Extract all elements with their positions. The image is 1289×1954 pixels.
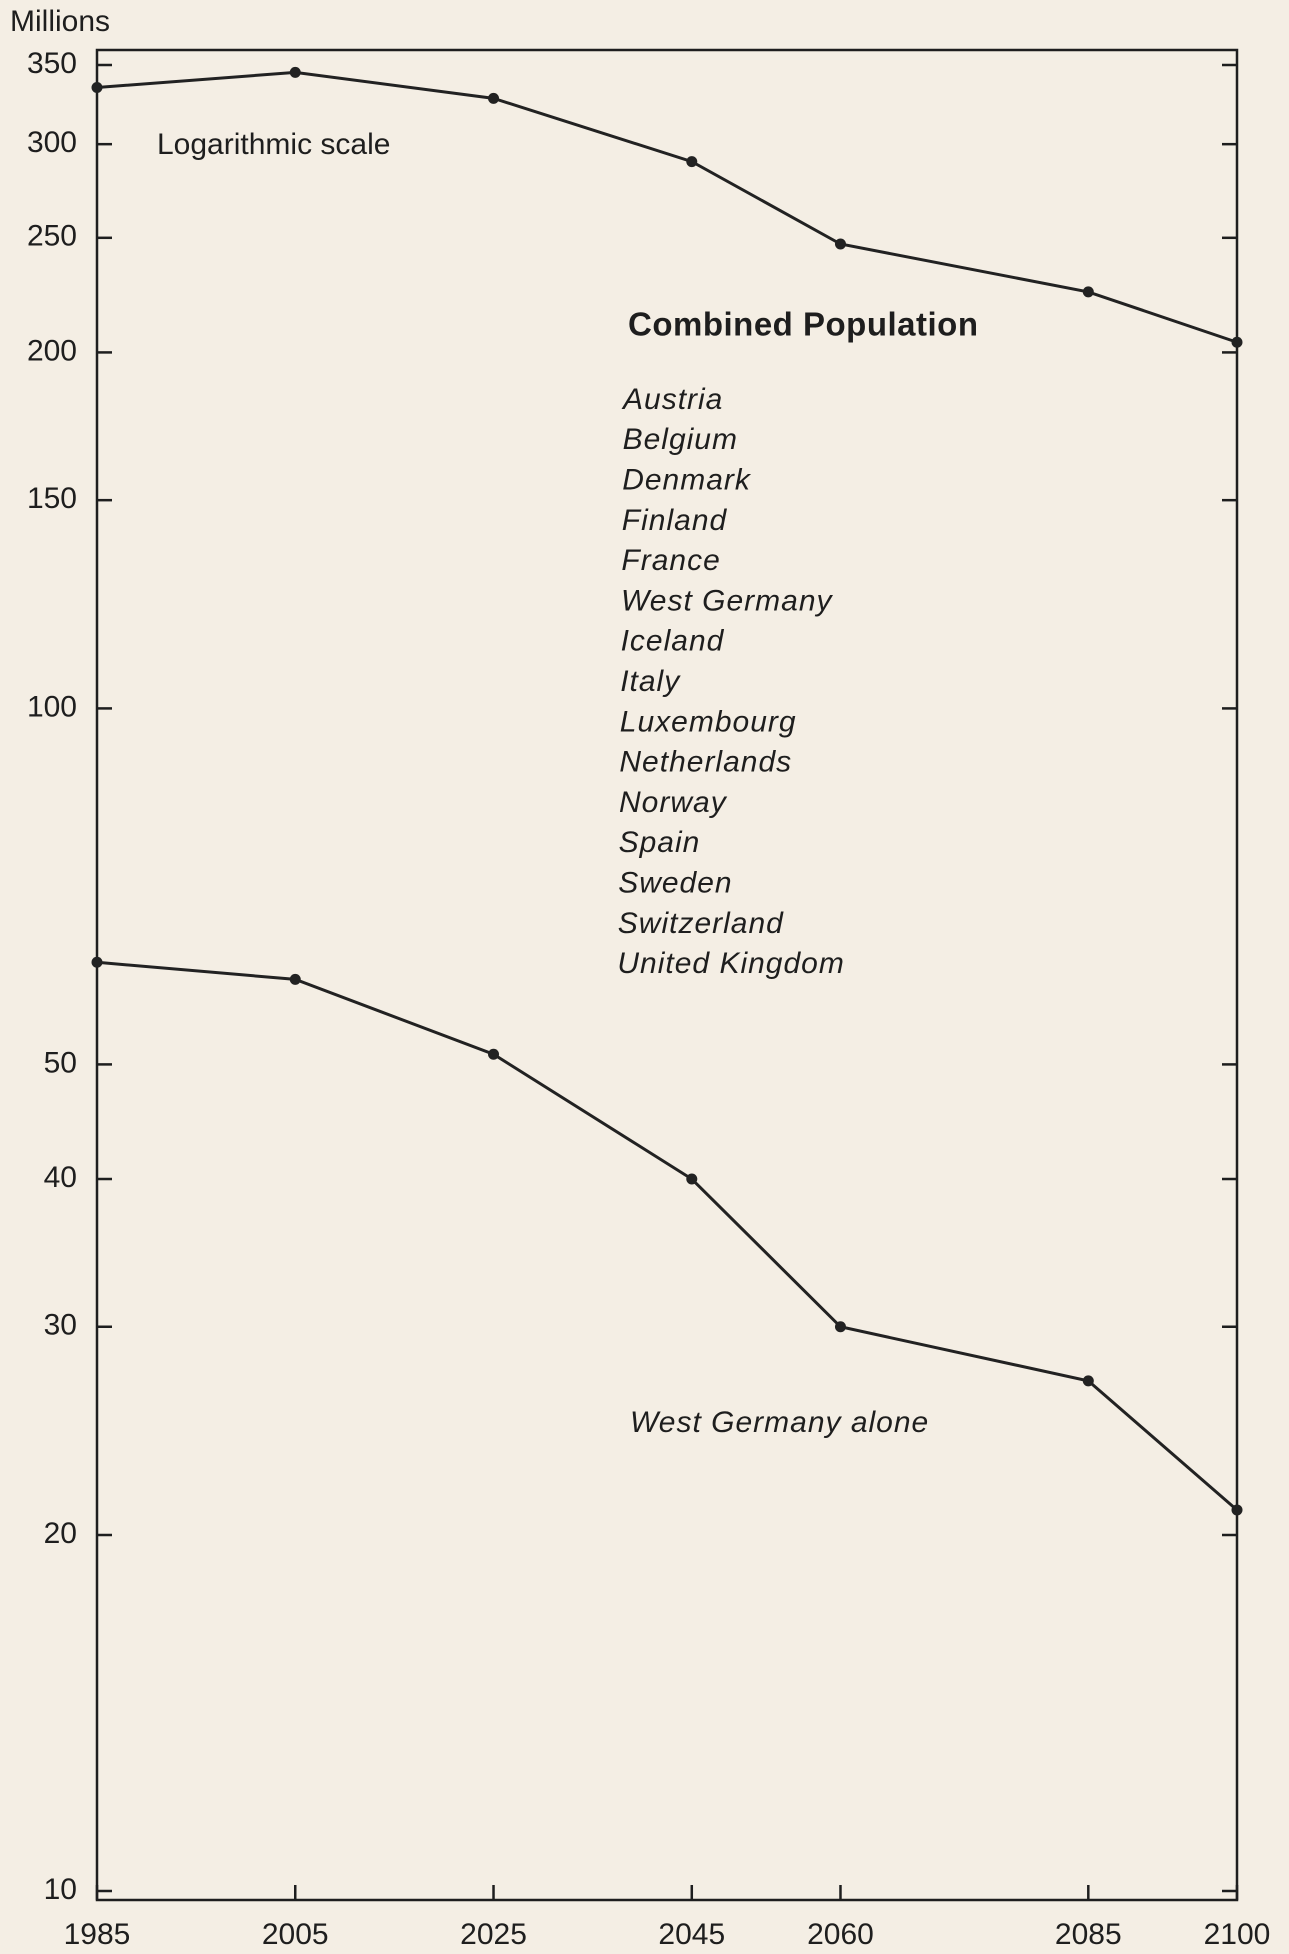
point [1082,286,1094,298]
country-label: Norway [619,786,728,819]
point [488,1048,500,1060]
point [91,81,103,93]
point [289,66,301,78]
annotation: Logarithmic scale [157,128,390,161]
country-label: Austria [621,383,723,416]
series-label: West Germany alone [630,1406,929,1439]
country-label: Switzerland [618,907,784,940]
y-tick-label: 40 [44,1161,77,1194]
country-label: West Germany [621,584,833,617]
country-label: Finland [622,504,728,537]
x-tick-label: 2085 [1055,1918,1122,1951]
point [289,973,301,985]
x-tick-label: 1985 [64,1918,131,1951]
point [686,156,698,168]
country-label: Netherlands [619,746,792,779]
y-tick-label: 30 [44,1309,77,1342]
point [1231,336,1243,348]
y-tick-label: 150 [27,482,77,515]
y-tick-label: 250 [27,220,77,253]
point [834,1321,846,1333]
country-label: Spain [619,826,701,859]
point [834,238,846,250]
country-label: France [621,544,720,577]
country-label: Belgium [623,423,738,456]
y-tick-label: 300 [27,126,77,159]
country-label: Iceland [621,625,725,658]
country-label: Denmark [622,464,752,497]
point [488,92,500,104]
plot-frame [95,48,1239,1902]
point [91,956,103,968]
y-tick-label: 350 [27,47,77,80]
country-label: United Kingdom [617,947,844,980]
country-label: Sweden [618,867,732,900]
y-tick-label: 50 [44,1046,77,1079]
country-label: Luxembourg [620,705,797,738]
point [1231,1504,1243,1516]
x-tick-label: 2100 [1204,1918,1271,1951]
y-tick-label: 20 [44,1517,77,1550]
country-label: Italy [620,665,681,698]
series-label: Combined Population [628,306,978,343]
x-tick-label: 2025 [460,1918,527,1951]
y-tick-label: 10 [44,1873,77,1906]
y-tick-label: 200 [27,334,77,367]
y-tick-label: 100 [27,690,77,723]
x-tick-label: 2005 [262,1918,329,1951]
point [686,1173,698,1185]
y-axis-label: Millions [10,5,110,38]
x-tick-label: 2045 [658,1918,725,1951]
x-tick-label: 2060 [807,1918,874,1951]
point [1082,1375,1094,1387]
series-line [96,70,1238,344]
